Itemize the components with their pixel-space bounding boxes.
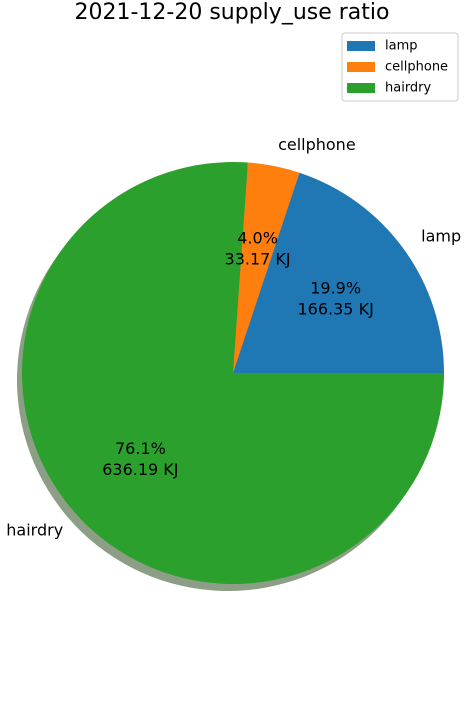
- slice-label-cellphone: cellphone: [278, 135, 356, 154]
- pie-slices: [22, 162, 445, 584]
- slice-value-hairdry: 636.19 KJ: [102, 460, 178, 479]
- slice-lamp: [233, 172, 444, 373]
- slice-value-lamp: 166.35 KJ: [298, 299, 374, 318]
- slice-cellphone: [233, 162, 300, 373]
- pie-labels: lamp 19.9% 166.35 KJ cellphone 4.0% 33.17 KJ h…: [6, 135, 461, 540]
- chart-title: 2021-12-20 supply_use ratio: [75, 0, 390, 25]
- slice-percent-cellphone: 4.0%: [237, 228, 278, 247]
- legend-swatch-hairdry: [347, 83, 375, 93]
- slice-percent-lamp: 19.9%: [310, 278, 361, 297]
- legend-label-lamp: lamp: [385, 39, 418, 54]
- legend-label-hairdry: hairdry: [385, 81, 432, 96]
- legend: lamp cellphone hairdry: [341, 32, 459, 102]
- slice-label-hairdry: hairdry: [6, 521, 63, 540]
- slice-hairdry: [22, 162, 445, 584]
- slice-label-lamp: lamp: [421, 227, 461, 246]
- legend-label-cellphone: cellphone: [385, 60, 448, 75]
- legend-swatch-lamp: [347, 41, 375, 51]
- legend-swatch-cellphone: [347, 62, 375, 72]
- slice-value-cellphone: 33.17 KJ: [225, 249, 291, 268]
- slice-percent-hairdry: 76.1%: [115, 439, 166, 458]
